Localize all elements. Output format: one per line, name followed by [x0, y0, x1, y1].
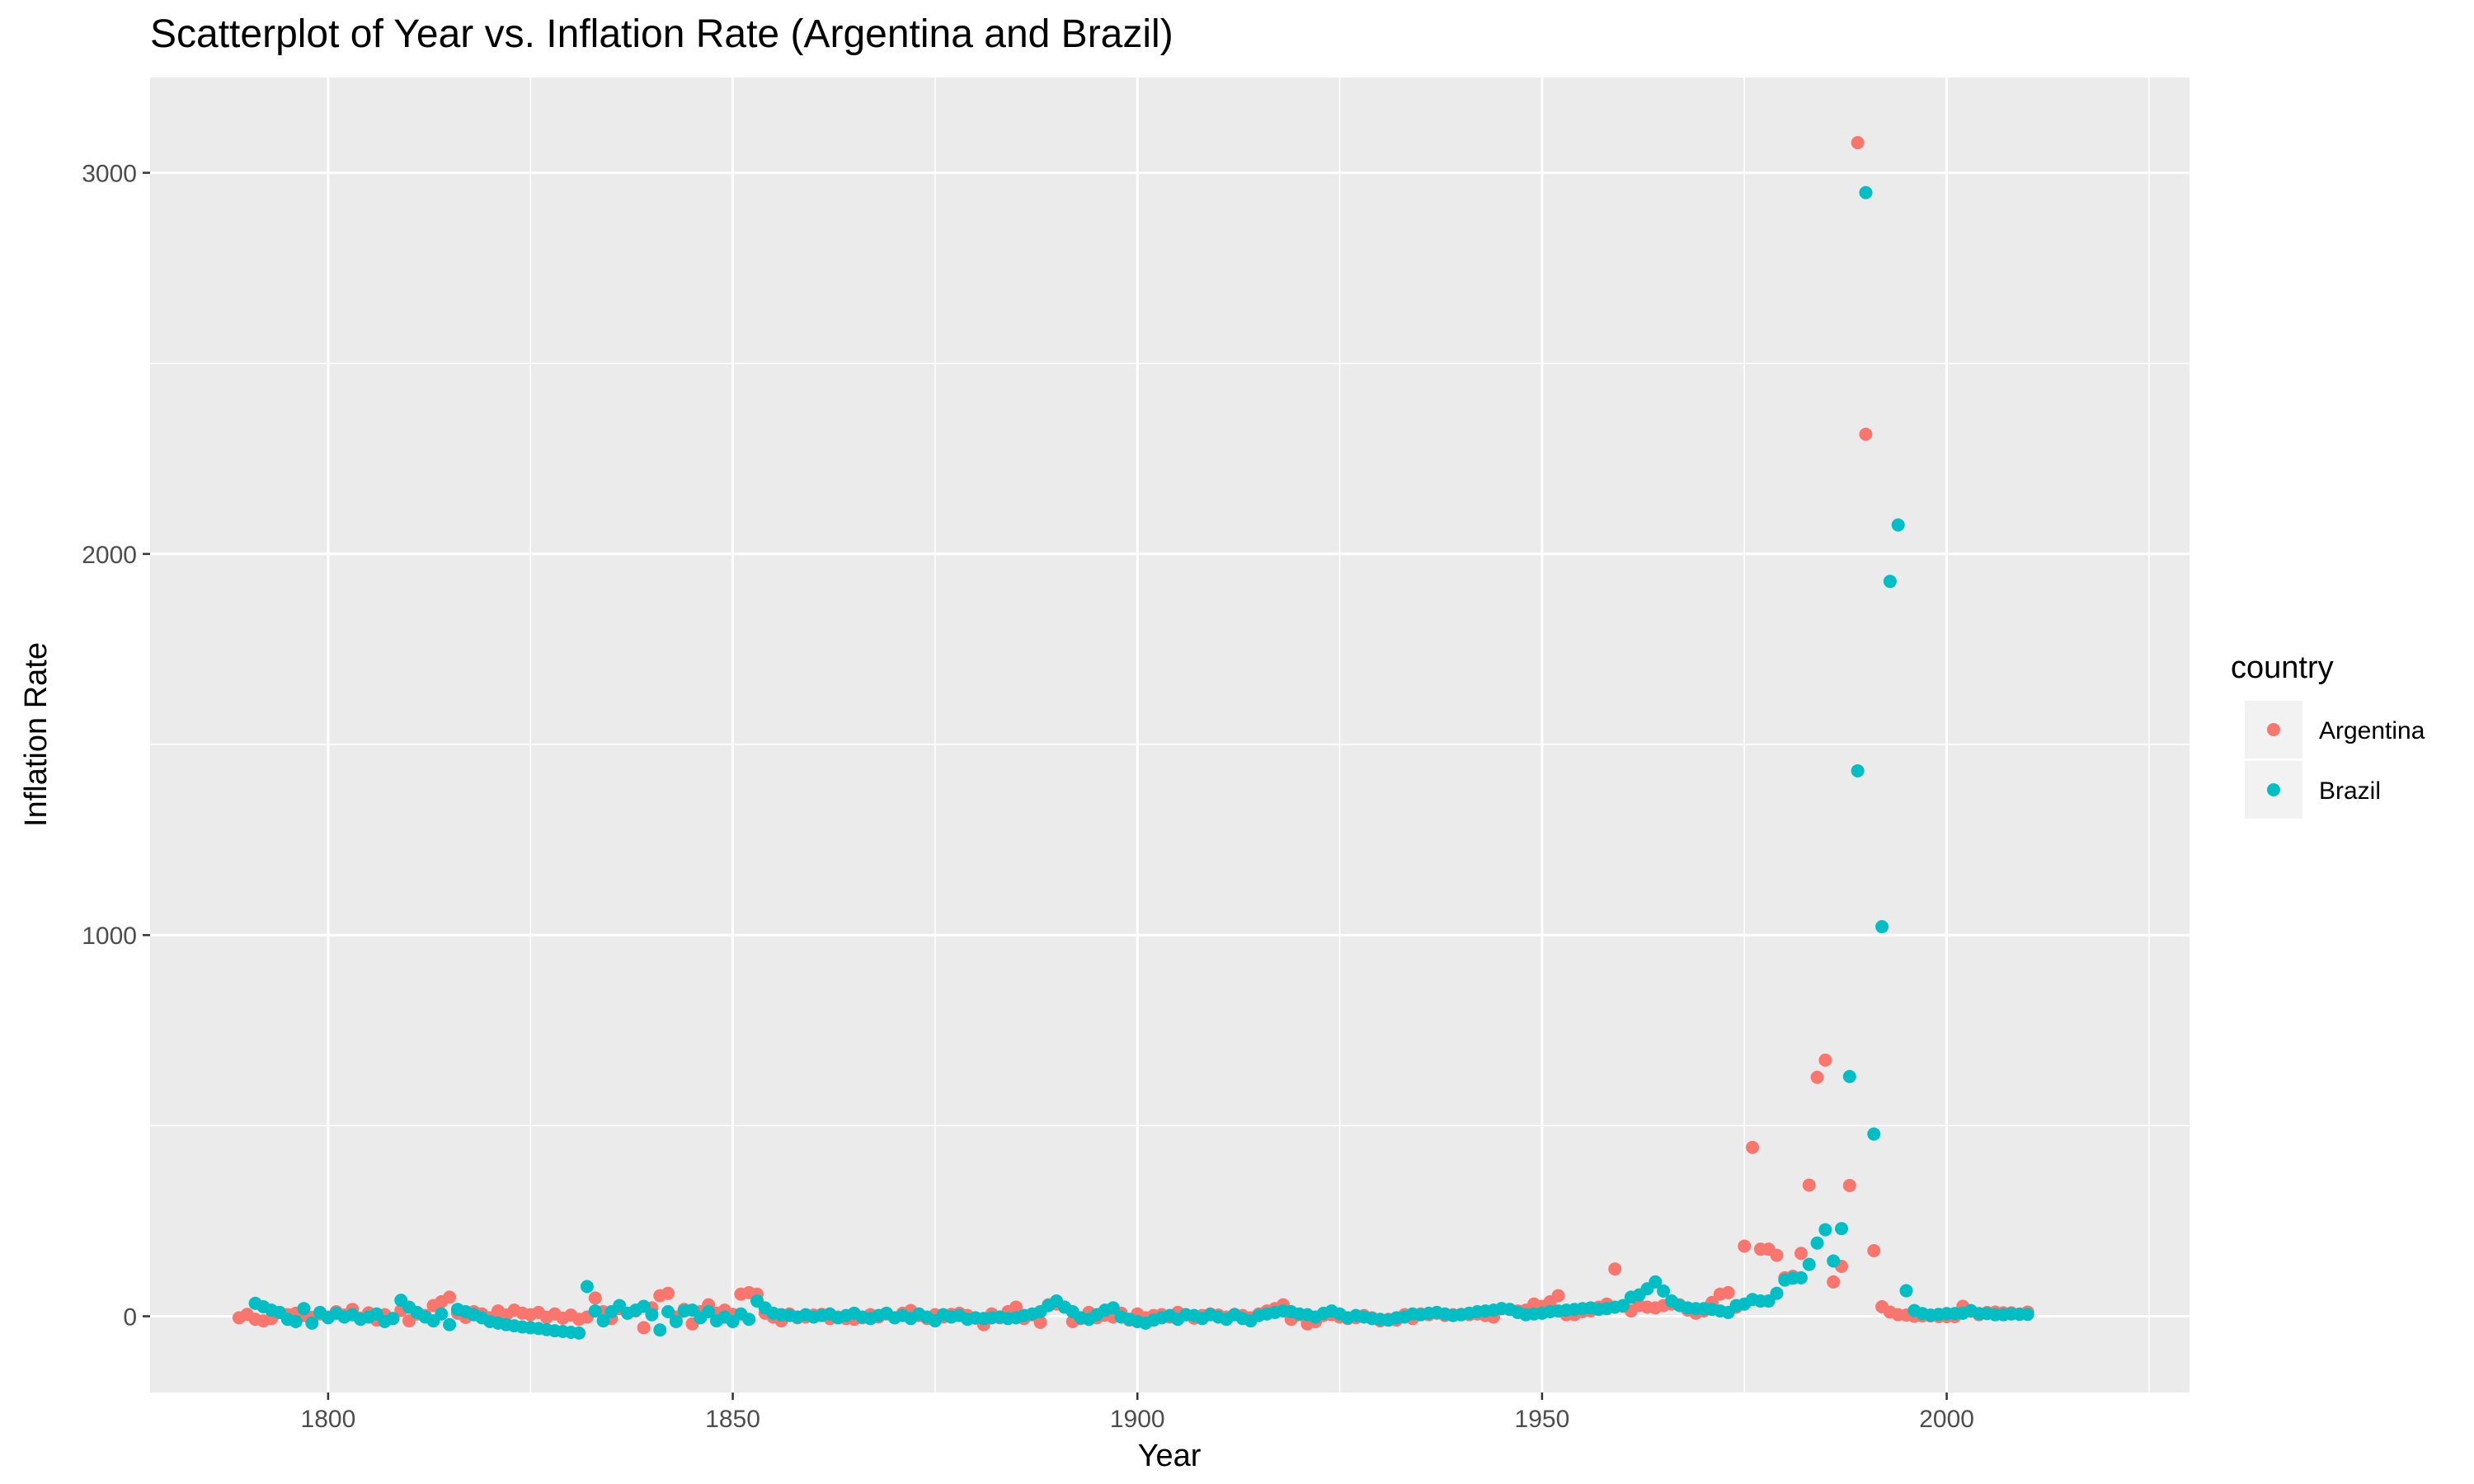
data-point-brazil — [1859, 186, 1873, 200]
data-point-argentina — [1770, 1248, 1784, 1262]
data-point-argentina — [661, 1286, 675, 1300]
data-point-brazil — [661, 1304, 675, 1318]
y-tick-label: 1000 — [82, 923, 137, 950]
data-point-brazil — [297, 1302, 311, 1316]
legend: country Argentina Brazil — [2231, 650, 2425, 819]
data-point-argentina — [1859, 427, 1873, 441]
data-point-argentina — [1746, 1140, 1760, 1154]
data-point-argentina — [1009, 1300, 1023, 1314]
data-point-brazil — [1827, 1254, 1841, 1268]
minor-gridlines — [150, 77, 2189, 1392]
x-tick-label: 1800 — [301, 1406, 356, 1433]
data-point-brazil — [386, 1312, 400, 1326]
data-point-brazil — [580, 1280, 594, 1294]
data-point-brazil — [1802, 1257, 1816, 1271]
data-point-argentina — [443, 1290, 457, 1304]
data-point-brazil — [1810, 1236, 1824, 1250]
data-point-brazil — [1770, 1286, 1784, 1300]
data-point-argentina — [1033, 1315, 1047, 1329]
data-point-argentina — [1827, 1275, 1841, 1289]
data-point-argentina — [1608, 1262, 1622, 1276]
data-point-brazil — [1875, 920, 1889, 934]
data-point-brazil — [1649, 1275, 1663, 1289]
y-tick-label: 2000 — [82, 542, 137, 569]
legend-label-brazil: Brazil — [2319, 777, 2381, 805]
data-point-brazil — [588, 1304, 602, 1318]
legend-title: country — [2231, 650, 2334, 685]
x-axis-title: Year — [1138, 1439, 1202, 1473]
y-axis-title: Inflation Rate — [19, 642, 54, 827]
data-point-argentina — [1867, 1244, 1881, 1258]
series-brazil — [248, 186, 2034, 1340]
data-point-argentina — [637, 1321, 651, 1335]
data-point-brazil — [443, 1317, 457, 1331]
data-point-argentina — [1721, 1285, 1735, 1299]
data-point-brazil — [653, 1323, 667, 1337]
data-point-argentina — [1794, 1247, 1808, 1261]
x-axis-ticks: 1800 1850 1900 1950 2000 — [301, 1392, 1974, 1433]
data-point-brazil — [702, 1304, 716, 1318]
data-point-brazil — [1867, 1127, 1881, 1141]
y-tick-label: 0 — [123, 1304, 137, 1331]
data-point-argentina — [1802, 1178, 1816, 1192]
data-point-brazil — [1835, 1222, 1849, 1236]
data-point-brazil — [435, 1307, 449, 1321]
data-point-brazil — [1842, 1069, 1856, 1083]
data-point-argentina — [1842, 1178, 1856, 1192]
y-axis-ticks: 0 1000 2000 3000 — [82, 161, 150, 1331]
data-point-brazil — [669, 1315, 683, 1329]
x-tick-label: 1850 — [705, 1406, 760, 1433]
data-point-argentina — [1851, 136, 1865, 150]
data-point-brazil — [305, 1316, 319, 1330]
y-tick-label: 3000 — [82, 161, 137, 188]
data-point-brazil — [1883, 575, 1897, 589]
data-point-argentina — [1551, 1289, 1565, 1303]
legend-dot-brazil — [2267, 783, 2280, 796]
legend-label-argentina: Argentina — [2319, 717, 2425, 744]
chart-title: Scatterplot of Year vs. Inflation Rate (… — [150, 12, 1174, 56]
data-point-brazil — [289, 1315, 303, 1329]
data-point-brazil — [1657, 1284, 1671, 1298]
data-point-brazil — [1794, 1270, 1808, 1284]
data-point-argentina — [1738, 1239, 1752, 1253]
x-tick-label: 1900 — [1110, 1406, 1165, 1433]
data-point-brazil — [2020, 1308, 2034, 1322]
data-point-brazil — [572, 1326, 586, 1340]
data-point-brazil — [1818, 1223, 1832, 1237]
data-point-brazil — [1851, 763, 1865, 777]
data-point-brazil — [742, 1313, 756, 1327]
x-tick-label: 2000 — [1919, 1406, 1974, 1433]
data-point-brazil — [596, 1314, 610, 1328]
data-point-brazil — [1616, 1298, 1630, 1313]
data-point-argentina — [588, 1291, 602, 1305]
data-point-brazil — [1891, 518, 1905, 532]
data-point-argentina — [1818, 1053, 1832, 1067]
x-tick-label: 1950 — [1515, 1406, 1570, 1433]
legend-dot-argentina — [2267, 723, 2280, 736]
data-points — [232, 136, 2034, 1340]
data-point-brazil — [645, 1308, 659, 1322]
plot-panel — [150, 77, 2189, 1392]
data-point-argentina — [1810, 1070, 1824, 1084]
data-point-brazil — [637, 1299, 651, 1313]
data-point-brazil — [1106, 1301, 1120, 1315]
data-point-brazil — [1899, 1284, 1913, 1298]
